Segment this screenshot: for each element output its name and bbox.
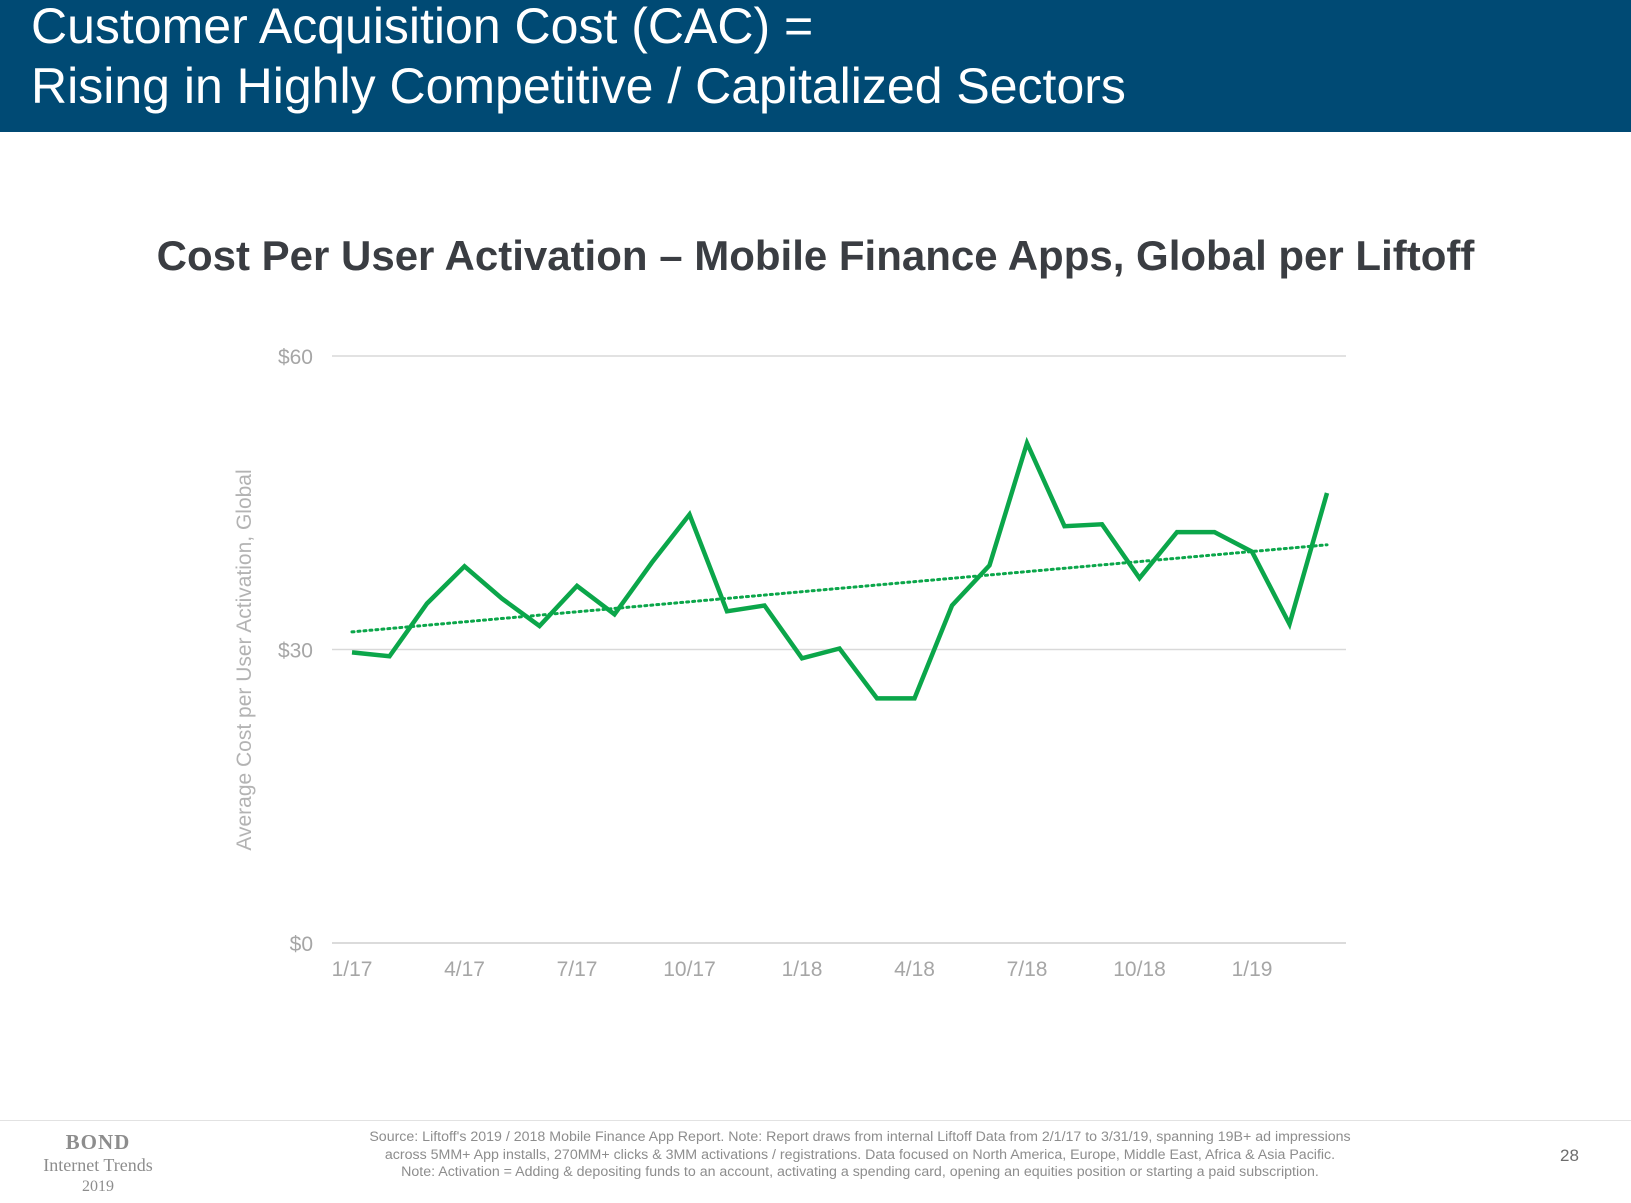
x-tick-label: 10/17 xyxy=(663,958,716,981)
y-tick-label: $60 xyxy=(278,346,313,369)
brand-subtitle: Internet Trends xyxy=(43,1155,153,1175)
x-tick-label: 4/17 xyxy=(444,958,485,981)
y-tick-label: $30 xyxy=(278,640,313,663)
trendline xyxy=(350,543,1329,634)
chart-title: Cost Per User Activation – Mobile Financ… xyxy=(156,232,1475,279)
page-number: 28 xyxy=(1560,1146,1579,1165)
footer-divider xyxy=(0,1120,1631,1121)
slide-header: Customer Acquisition Cost (CAC) = Rising… xyxy=(0,0,1631,132)
x-tick-label: 1/18 xyxy=(782,958,823,981)
x-tick-label: 10/18 xyxy=(1113,958,1166,981)
series-line xyxy=(351,436,1330,701)
x-tick-label: 7/17 xyxy=(557,958,598,981)
y-tick-label: $0 xyxy=(290,933,313,956)
brand-logo: BOND Internet Trends 2019 xyxy=(28,1130,168,1198)
x-tick-label: 7/18 xyxy=(1007,958,1048,981)
brand-name: BOND xyxy=(65,1130,131,1154)
source-note: Source: Liftoff's 2019 / 2018 Mobile Fin… xyxy=(270,1129,1450,1182)
source-line-1: Source: Liftoff's 2019 / 2018 Mobile Fin… xyxy=(369,1129,1351,1145)
source-line-3: Note: Activation = Adding & depositing f… xyxy=(401,1164,1319,1180)
source-line-2: across 5MM+ App installs, 270MM+ clicks … xyxy=(384,1146,1336,1163)
y-axis-label: Average Cost per User Activation, Global xyxy=(233,469,256,850)
x-tick-label: 1/17 xyxy=(332,958,373,981)
slide-title-line-2: Rising in Highly Competitive / Capitaliz… xyxy=(31,58,1126,114)
brand-year: 2019 xyxy=(82,1178,114,1195)
x-tick-label: 1/19 xyxy=(1232,958,1273,981)
slide-title-line-1: Customer Acquisition Cost (CAC) = xyxy=(31,0,814,54)
x-tick-label: 4/18 xyxy=(894,958,935,981)
line-chart: $0 $30 $60 1/17 4/17 7/17 10/17 1/18 4/18 7/18 10/… xyxy=(233,346,1346,981)
